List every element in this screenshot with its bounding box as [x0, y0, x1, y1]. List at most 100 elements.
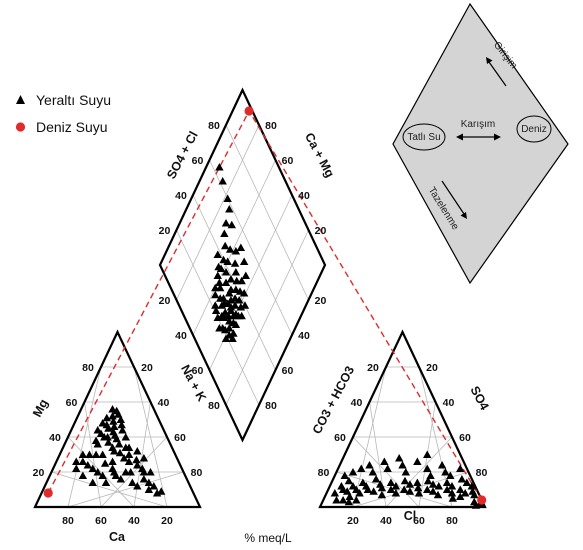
- seawater-anion-point: [477, 495, 487, 505]
- cation-grid-line: [84, 401, 102, 508]
- groundwater-cation-point: [96, 429, 106, 437]
- groundwater-anion-point: [386, 478, 396, 486]
- anion-bottom-tick: 60: [413, 515, 425, 527]
- groundwater-diamond-point: [223, 194, 232, 202]
- groundwater-cation-point: [146, 468, 155, 476]
- groundwater-anion-point: [399, 485, 409, 493]
- groundwater-cation-point: [88, 464, 97, 472]
- groundwater-anion-point: [386, 485, 396, 493]
- groundwater-cation-point: [72, 464, 81, 472]
- groundwater-cation-point: [121, 433, 130, 441]
- cation-grid-line: [67, 436, 135, 508]
- groundwater-cation-point: [117, 420, 126, 429]
- groundwater-anion-point: [405, 480, 415, 488]
- units-label: % meq/L: [244, 531, 292, 545]
- groundwater-anion-point: [401, 468, 410, 476]
- groundwater-cation-point: [124, 443, 134, 451]
- groundwater-anion-point: [377, 490, 387, 499]
- groundwater-anion-point: [467, 482, 476, 490]
- groundwater-anion-point: [363, 485, 373, 493]
- axis-label-mg: Mg: [30, 397, 51, 420]
- groundwater-diamond-point: [214, 262, 223, 271]
- inset-freshening-arrowhead: [460, 212, 467, 219]
- groundwater-anion-point: [428, 480, 438, 488]
- diamond-lower-left-tick: 80: [208, 400, 220, 412]
- groundwater-cation-point: [100, 433, 109, 441]
- groundwater-diamond-point: [240, 301, 250, 309]
- groundwater-anion-point: [447, 489, 457, 497]
- diamond-grid-line: [176, 124, 260, 301]
- legend: Yeraltı Suyu Deniz Suyu: [15, 92, 111, 135]
- groundwater-cation-point: [83, 461, 92, 469]
- projection-line-anion: [248, 110, 483, 501]
- legend-circle-icon: [15, 122, 26, 132]
- diamond-upper-left-tick: 80: [208, 120, 220, 132]
- groundwater-diamond-point: [211, 306, 221, 314]
- groundwater-cation-point: [133, 447, 142, 455]
- groundwater-cation-point: [126, 468, 135, 476]
- diamond-upper-left-tick: 60: [192, 155, 204, 167]
- inset-freshening-arrow: [441, 180, 465, 215]
- groundwater-cation-point: [157, 487, 166, 495]
- groundwater-cation-point: [133, 461, 142, 469]
- anion-right-tick: 80: [476, 467, 488, 479]
- groundwater-cation-point: [88, 478, 97, 486]
- groundwater-diamond-point: [215, 163, 224, 171]
- groundwater-cation-point: [139, 475, 149, 483]
- diamond-grid-line: [225, 124, 309, 301]
- groundwater-anion-point: [377, 483, 387, 492]
- diamond-upper-right-tick: 60: [282, 155, 294, 167]
- groundwater-anion-point: [437, 461, 447, 469]
- groundwater-anion-point: [434, 482, 443, 490]
- anion-right-tick: 20: [426, 362, 438, 374]
- groundwater-anion-point: [395, 454, 404, 462]
- groundwater-anion-point: [344, 497, 354, 506]
- cation-right-tick: 20: [141, 362, 153, 374]
- groundwater-anion-point: [348, 468, 358, 476]
- groundwater-anion-point: [456, 492, 465, 500]
- groundwater-cation-point: [108, 405, 117, 413]
- groundwater-diamond-point: [216, 283, 225, 292]
- groundwater-anion-point: [433, 490, 443, 499]
- groundwater-anion-point: [391, 482, 401, 490]
- groundwater-anion-point: [446, 471, 455, 479]
- groundwater-anion-point: [340, 471, 349, 479]
- inset-fresh-water-label: Tatlı Su: [407, 132, 440, 143]
- groundwater-cation-point: [112, 434, 121, 443]
- groundwater-anion-point: [423, 476, 433, 485]
- groundwater-cation-point: [115, 448, 125, 457]
- groundwater-cation-point: [98, 471, 107, 479]
- groundwater-cation-point: [144, 485, 154, 493]
- inset-intrusion-arrowhead: [486, 57, 493, 64]
- groundwater-diamond-point: [225, 205, 234, 213]
- groundwater-anion-point: [371, 475, 381, 483]
- diamond-lower-right-tick: 80: [265, 400, 277, 412]
- groundwater-anion-point: [380, 457, 389, 465]
- diamond-grid-line: [192, 159, 276, 336]
- groundwater-anion-point: [383, 464, 392, 472]
- groundwater-anion-point: [456, 464, 465, 472]
- groundwater-cation-point: [78, 450, 88, 458]
- groundwater-diamond-point: [213, 271, 222, 279]
- legend-label-groundwater: Yeraltı Suyu: [36, 92, 111, 108]
- groundwater-cation-point: [78, 457, 88, 465]
- diamond-grid-line: [209, 159, 293, 336]
- anion-right-tick: 40: [443, 397, 455, 409]
- cation-bottom-tick: 60: [95, 515, 107, 527]
- groundwater-cation-point: [116, 415, 125, 423]
- cation-left-tick: 80: [82, 362, 94, 374]
- diamond-upper-right-tick: 20: [315, 225, 327, 237]
- groundwater-anion-point: [414, 489, 424, 497]
- anion-right-tick: 60: [459, 432, 471, 444]
- cation-grid-line: [100, 436, 168, 508]
- groundwater-diamond-point: [221, 278, 231, 286]
- groundwater-cation-point: [132, 455, 141, 464]
- cation-right-tick: 40: [158, 397, 170, 409]
- axis-label-na-k: Na + K: [178, 363, 209, 404]
- groundwater-anion-point: [470, 490, 479, 499]
- cation-right-tick: 80: [191, 467, 203, 479]
- groundwater-cation-point: [72, 457, 81, 465]
- diamond-lower-right-tick: 60: [282, 365, 294, 377]
- diamond-upper-right-tick: 80: [265, 120, 277, 132]
- groundwater-diamond-point: [213, 250, 222, 258]
